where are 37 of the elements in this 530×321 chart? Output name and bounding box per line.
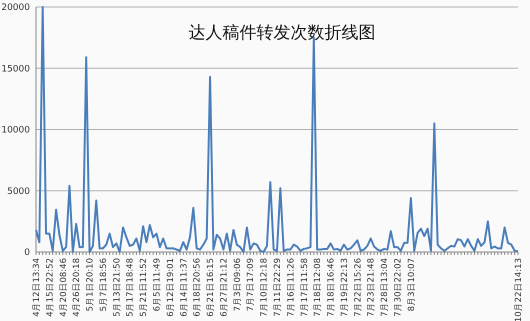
x-tick-label: 7月22日15:26: [353, 258, 364, 317]
x-tick-label: 10月22日14:13: [514, 258, 524, 321]
x-tick-label: 7月23日21:48: [366, 258, 377, 317]
x-tick-label: 6月5日11:49: [152, 258, 162, 312]
text: 达人稿件转发次数折线图: [188, 23, 376, 43]
x-tick-label: 7月19日22:13: [340, 258, 350, 317]
x-tick-label: 5月21日11:52: [139, 258, 150, 317]
x-tick-label: 8月3日10:07: [406, 258, 417, 312]
x-tick-label: 6月14日11:37: [179, 258, 190, 317]
x-tick-label: 5月17日18:48: [126, 258, 136, 317]
x-tick-label: 7月30日22:02: [394, 258, 404, 317]
x-tick-label: 7月18日12:08: [313, 258, 324, 317]
y-tick-label: 5000: [7, 186, 30, 197]
y-tick-label: 0: [24, 248, 30, 258]
x-tick-label: 6月12日19:01: [166, 258, 176, 317]
x-tick-label: 4月15日22:52: [45, 258, 56, 317]
x-tick-label: 4月26日20:18: [72, 258, 82, 317]
x-tick-label: 6月27日21:12: [219, 258, 230, 317]
y-tick-label: 10000: [1, 126, 30, 136]
x-tick-label: 7月3日09:06: [232, 258, 243, 312]
x-tick-label: 7月16日11:26: [286, 258, 296, 317]
x-tick-label: 7月11日22:29: [273, 258, 283, 317]
y-tick-label: 15000: [1, 64, 30, 74]
y-tick-label: 20000: [1, 3, 30, 14]
x-tick-label: 5月13日21:50: [112, 258, 122, 317]
x-tick-label: 5月1日20:10: [86, 258, 96, 312]
x-tick-label: 4月20日08:46: [58, 258, 69, 317]
x-tick-label: 4月12日13:34: [32, 258, 42, 317]
x-tick-label: 5月7日18:56: [98, 258, 109, 312]
x-tick-label: 7月7日17:09: [246, 258, 256, 312]
x-tick-label: 7月28日13:04: [380, 258, 390, 317]
x-tick-label: 6月21日16:15: [206, 258, 216, 317]
line-series: [35, 6, 519, 253]
x-tick-label: 7月18日16:46: [326, 258, 337, 317]
x-tick-label: 6月18日20:56: [192, 258, 203, 317]
x-tick-label: 7月10日12:18: [260, 258, 270, 317]
x-tick-label: 7月17日11:58: [300, 258, 310, 317]
